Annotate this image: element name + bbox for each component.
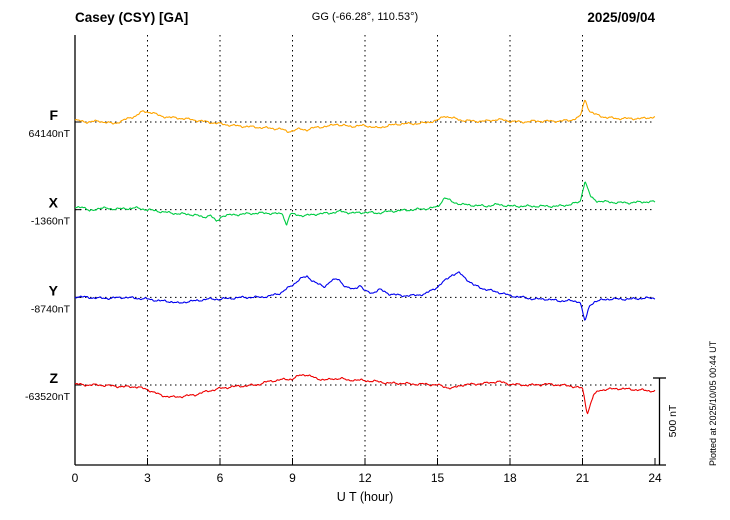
x-tick-label: 6	[217, 471, 224, 485]
gg-coordinates-label: GG (-66.28°, 110.53°)	[312, 11, 418, 23]
labels-layer: Casey (CSY) [GA] GG (-66.28°, 110.53°) 2…	[25, 10, 718, 504]
x-tick-label: 0	[72, 471, 79, 485]
x-tick-label: 24	[648, 471, 662, 485]
plotted-at-label: Plotted at 2025/10/05 00:44 UT	[708, 340, 718, 466]
x-tick-label: 21	[576, 471, 590, 485]
channel-label-X: X	[49, 195, 59, 211]
x-tick-label: 3	[144, 471, 151, 485]
trace-Z	[75, 374, 656, 415]
channel-label-Z: Z	[49, 370, 58, 386]
x-tick-label: 9	[289, 471, 296, 485]
x-tick-label: 12	[358, 471, 372, 485]
date-label: 2025/09/04	[587, 10, 655, 25]
trace-F	[74, 99, 656, 133]
channel-baseline-value-X: -1360nT	[31, 216, 71, 228]
axes-layer: 0 3 6 9 12 15 18 21 24	[72, 35, 666, 485]
grid-layer	[75, 35, 655, 465]
trace-X	[75, 181, 656, 226]
scale-bar-label: 500 nT	[667, 404, 679, 437]
channel-label-F: F	[49, 107, 58, 123]
trace-Y	[74, 271, 656, 321]
channel-baseline-value-F: 64140nT	[29, 128, 71, 140]
channel-baseline-value-Z: -63520nT	[25, 391, 71, 403]
traces-layer	[74, 99, 656, 415]
x-tick-label: 18	[503, 471, 517, 485]
channel-baseline-value-Y: -8740nT	[31, 303, 71, 315]
channel-label-Y: Y	[49, 282, 59, 298]
x-tick-label: 15	[431, 471, 445, 485]
x-axis-title: U T (hour)	[337, 490, 394, 504]
station-title: Casey (CSY) [GA]	[75, 10, 188, 25]
